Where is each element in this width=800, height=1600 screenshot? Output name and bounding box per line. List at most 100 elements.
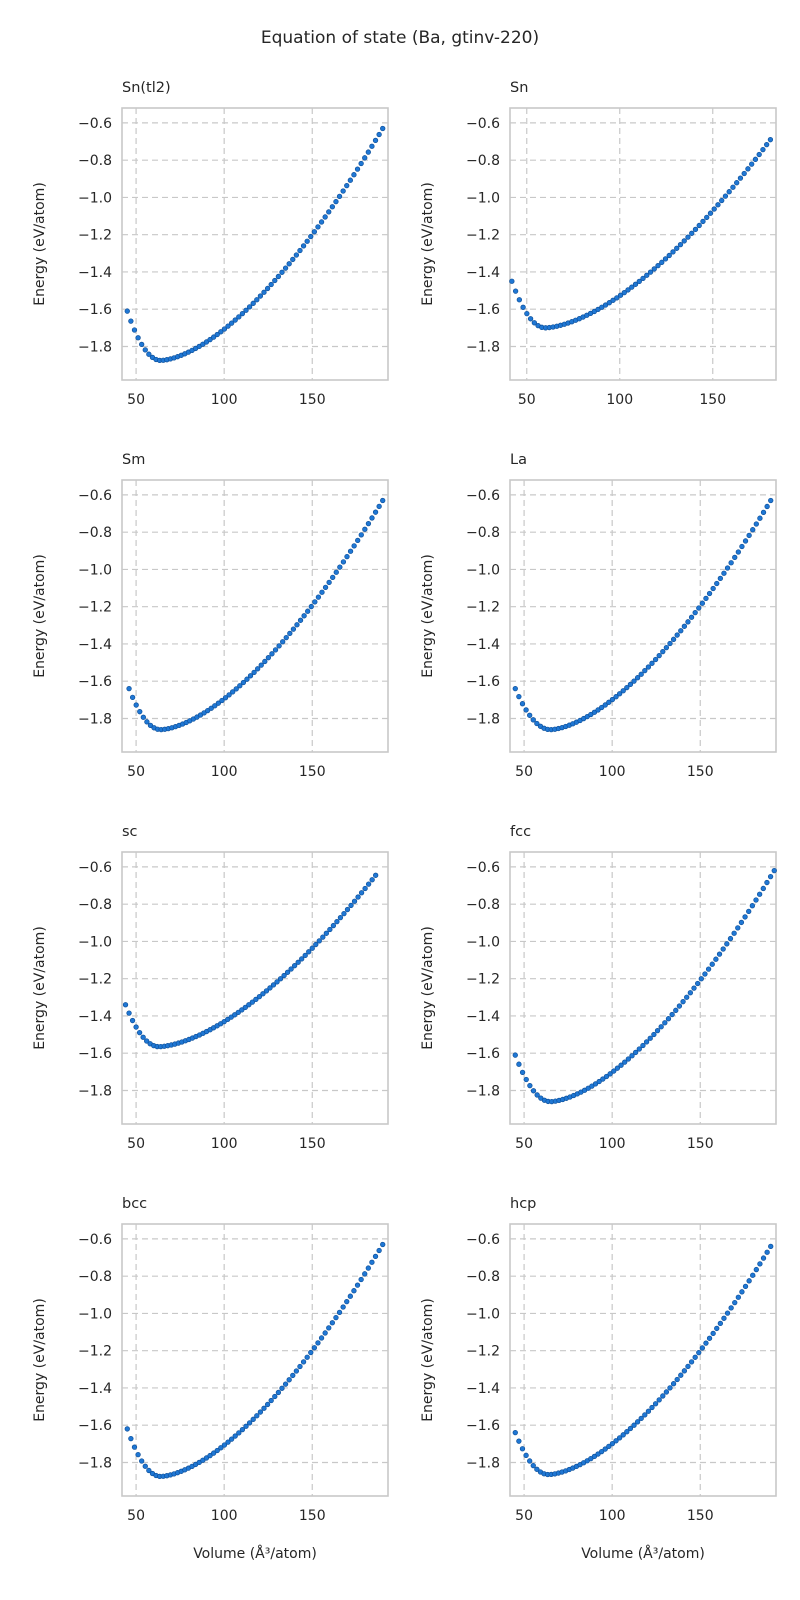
data-point (704, 214, 710, 220)
data-point (768, 497, 774, 504)
data-point (126, 1010, 132, 1016)
data-point (341, 910, 347, 917)
data-point (139, 341, 145, 348)
data-point (631, 1422, 637, 1428)
x-tick-label: 50 (127, 764, 145, 780)
data-point (376, 503, 382, 510)
data-point (369, 143, 375, 149)
data-point (613, 694, 619, 700)
y-tick-label: −1.4 (78, 637, 112, 653)
data-point (680, 999, 686, 1005)
data-point (724, 1310, 731, 1316)
data-point (714, 580, 720, 587)
data-point (249, 999, 256, 1005)
data-point (720, 946, 726, 952)
data-point (643, 1039, 650, 1045)
data-point (279, 269, 285, 275)
y-tick-label: −1.2 (466, 1344, 500, 1360)
data-point (275, 273, 282, 280)
data-point (347, 548, 354, 554)
data-point (304, 1354, 310, 1360)
x-tick-label: 100 (606, 392, 633, 408)
data-point (293, 252, 300, 258)
data-point (750, 527, 756, 533)
data-point (122, 1002, 129, 1008)
data-point (512, 1052, 518, 1058)
y-tick-label: −0.8 (466, 525, 500, 541)
data-point (634, 1419, 641, 1425)
data-point (128, 1435, 134, 1442)
data-point (230, 689, 236, 695)
data-point (516, 1061, 522, 1067)
data-point (644, 272, 650, 278)
data-point (264, 1401, 271, 1408)
data-point (294, 622, 300, 628)
data-point (519, 701, 526, 707)
data-point (320, 934, 326, 940)
data-point (380, 497, 386, 504)
data-point (351, 1288, 357, 1294)
y-tick-label: −1.2 (78, 1344, 112, 1360)
data-point (606, 1443, 612, 1450)
subplot-title: hcp (510, 1196, 536, 1212)
axes-frame (121, 851, 389, 1125)
data-point (728, 560, 734, 566)
y-tick-label: −0.6 (78, 488, 112, 504)
data-point (330, 574, 336, 580)
data-point (144, 719, 150, 725)
data-point (263, 988, 270, 994)
data-point (753, 897, 759, 903)
data-point (147, 722, 154, 728)
x-tick-label: 50 (515, 1136, 533, 1152)
data-point (688, 614, 695, 620)
x-axis-label: Volume (Å³/atom) (581, 1545, 705, 1562)
data-point (300, 243, 307, 249)
data-point (253, 996, 259, 1003)
data-point (369, 1259, 375, 1265)
data-point (767, 137, 774, 143)
data-point (212, 703, 218, 709)
data-point (596, 1078, 602, 1085)
subplot-la: La 50 100 150 −0.6 −0.8 −1.0 −1.2 −1.4 −1.6 −1.8 En… (420, 452, 777, 780)
data-point (203, 339, 210, 345)
data-point (232, 1012, 238, 1018)
x-axis-label: Volume (Å³/atom) (193, 1545, 317, 1562)
data-point (333, 569, 339, 575)
data-point (692, 610, 698, 616)
data-point (336, 193, 343, 200)
subplot-title: La (510, 452, 527, 468)
y-axis-label: Energy (eV/atom) (32, 182, 48, 306)
data-point (208, 705, 214, 711)
data-points (512, 1243, 774, 1478)
data-point (243, 1423, 249, 1429)
data-point (531, 320, 537, 326)
data-point (651, 1031, 657, 1038)
data-point (674, 245, 680, 251)
data-point (369, 515, 375, 521)
data-point (760, 146, 766, 153)
data-point (380, 1241, 386, 1248)
data-point (713, 956, 719, 962)
y-tick-label: −1.2 (78, 600, 112, 616)
data-point (340, 188, 346, 194)
y-tick-label: −0.8 (466, 897, 500, 913)
data-point (210, 334, 217, 340)
axes-frame (121, 107, 389, 381)
data-point (669, 1011, 675, 1018)
data-points (124, 125, 386, 364)
data-point (631, 678, 637, 684)
x-tick-label: 100 (599, 764, 626, 780)
data-point (291, 963, 298, 969)
data-point (627, 1425, 634, 1432)
data-point (764, 142, 770, 148)
data-point (290, 1372, 296, 1379)
data-point (308, 603, 314, 610)
data-point (336, 1309, 343, 1315)
data-point (735, 925, 741, 931)
data-point (640, 1042, 646, 1049)
data-point (642, 668, 648, 674)
data-point (616, 691, 623, 697)
data-point (523, 1076, 529, 1083)
x-tick-label: 100 (211, 764, 238, 780)
data-point (228, 320, 235, 326)
